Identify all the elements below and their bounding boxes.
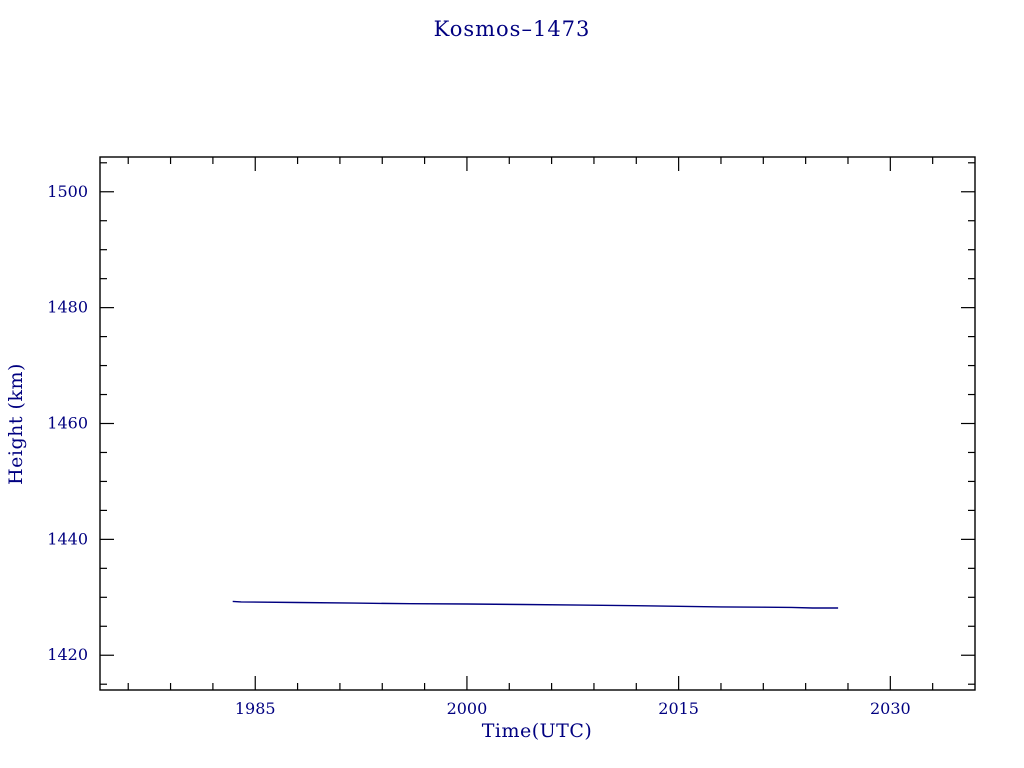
x-axis-label: Time(UTC) <box>481 720 593 742</box>
y-tick-label: 1500 <box>47 182 88 201</box>
x-tick-label: 1985 <box>235 699 276 718</box>
chart-title: Kosmos–1473 <box>433 17 591 41</box>
y-axis-label: Height (km) <box>5 363 27 485</box>
y-tick-label: 1440 <box>47 529 88 548</box>
y-tick-label: 1480 <box>47 298 88 317</box>
x-tick-label: 2030 <box>870 699 911 718</box>
x-tick-label: 2015 <box>658 699 699 718</box>
y-tick-label: 1460 <box>47 414 88 433</box>
y-tick-label: 1420 <box>47 645 88 664</box>
x-tick-label: 2000 <box>447 699 488 718</box>
plot-frame <box>99 156 976 691</box>
data-line-height <box>232 600 839 609</box>
